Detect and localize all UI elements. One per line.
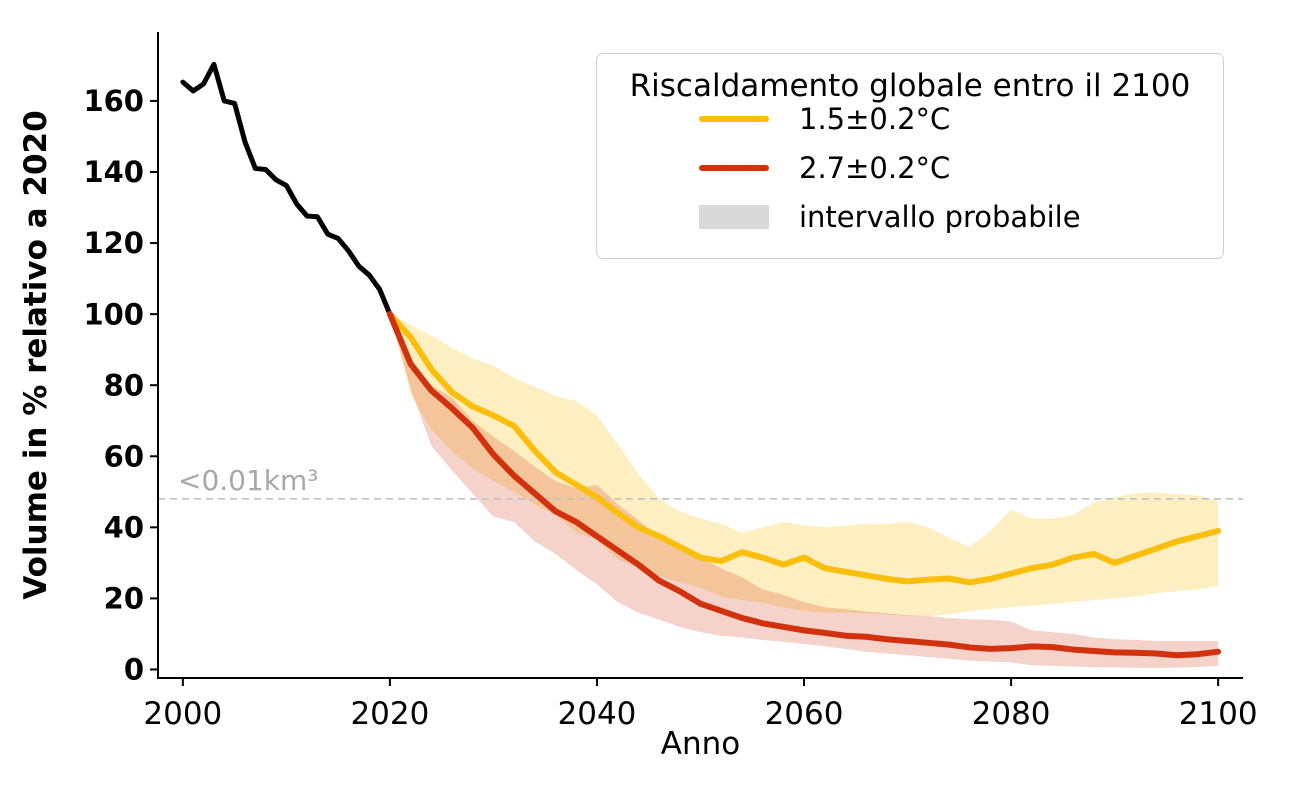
y-tick-label: 140 xyxy=(83,155,144,189)
legend-swatch-yellow-line xyxy=(699,115,769,122)
uncertainty-band-1 xyxy=(389,314,1219,617)
legend-box: Riscaldamento globale entro il 2100 1.5±… xyxy=(596,53,1224,259)
y-axis-label: Volume in % relativo a 2020 xyxy=(18,110,54,600)
y-tick-label: 40 xyxy=(104,510,144,544)
threshold-label: <0.01km³ xyxy=(178,464,319,497)
x-tick-label: 2060 xyxy=(765,696,844,732)
legend-swatch-red-line xyxy=(699,164,769,171)
series-line-1 xyxy=(386,311,1222,586)
legend-item-label: intervallo probabile xyxy=(799,199,1081,234)
series-line-0 xyxy=(180,61,393,317)
y-tick-label: 0 xyxy=(124,653,144,687)
x-tick-label: 2020 xyxy=(350,696,429,732)
y-tick-label: 160 xyxy=(83,84,144,118)
y-tick-label: 100 xyxy=(83,297,144,331)
uncertainty-band-2 xyxy=(389,314,1219,668)
x-tick-label: 2080 xyxy=(972,696,1051,732)
y-tick-label: 80 xyxy=(104,368,144,402)
y-tick-label: 120 xyxy=(83,226,144,260)
legend-item-scenario-1-5: 1.5±0.2°C xyxy=(597,94,1223,143)
series-line-2 xyxy=(386,311,1222,659)
y-tick-label: 60 xyxy=(104,439,144,473)
legend-item-scenario-2-7: 2.7±0.2°C xyxy=(597,143,1223,192)
x-axis-label: Anno xyxy=(660,726,741,762)
legend-item-label: 2.7±0.2°C xyxy=(799,150,951,185)
legend-item-label: 1.5±0.2°C xyxy=(799,101,951,136)
legend-title: Riscaldamento globale entro il 2100 xyxy=(629,68,1191,104)
x-tick-label: 2040 xyxy=(558,696,637,732)
y-tick-label: 20 xyxy=(104,582,144,616)
legend-item-likely-range: intervallo probabile xyxy=(597,192,1223,241)
legend-swatch-gray-patch xyxy=(699,204,769,229)
x-tick-label: 2100 xyxy=(1179,696,1258,732)
x-tick-label: 2000 xyxy=(143,696,222,732)
